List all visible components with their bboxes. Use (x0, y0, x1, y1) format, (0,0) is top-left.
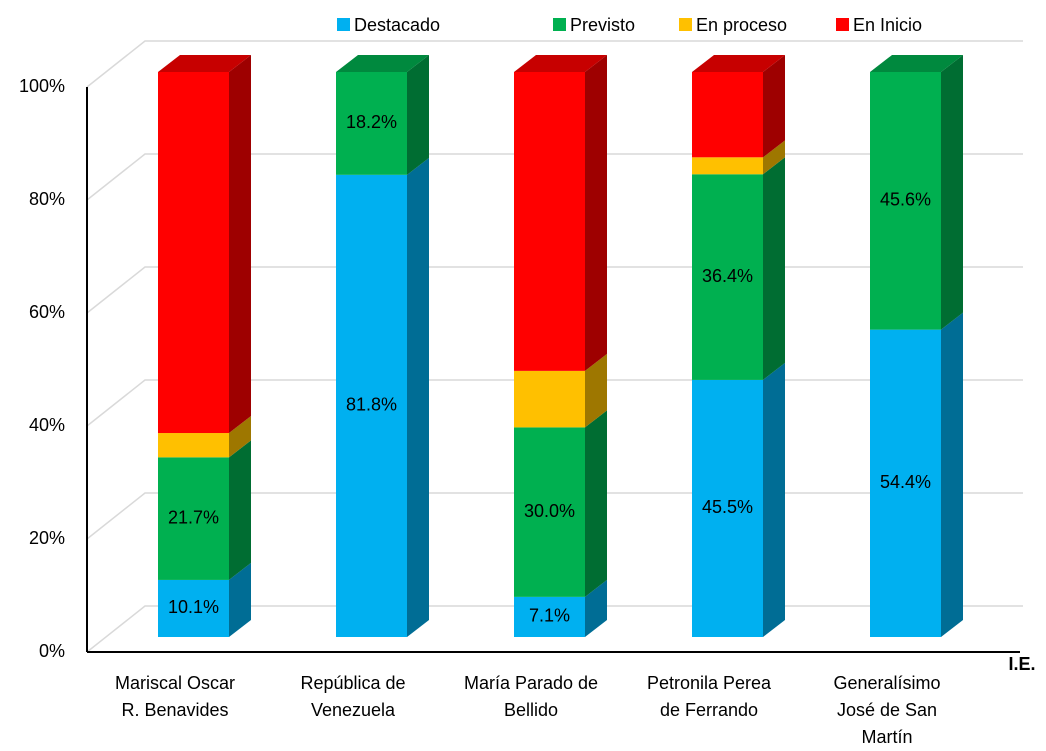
legend-swatch (553, 18, 566, 31)
bar-side (585, 410, 607, 597)
bar-front (158, 579, 229, 637)
bar-top (514, 55, 607, 72)
bar-segment (514, 353, 607, 428)
bar-front (514, 72, 585, 371)
bar-top (158, 55, 251, 72)
bar-side (763, 55, 785, 158)
data-label: 21.7% (168, 507, 219, 527)
bar-front (514, 370, 585, 428)
bar-side (585, 55, 607, 371)
legend-label: En Inicio (853, 15, 922, 35)
x-tick-label: Mariscal Oscar R. Benavides (115, 673, 235, 720)
bar-segment (514, 579, 607, 637)
bar-side (407, 157, 429, 637)
bar-front (514, 427, 585, 597)
y-tick-label: 40% (29, 415, 65, 435)
grid-line (86, 40, 1023, 88)
bar-top (870, 55, 963, 72)
bar-segment (692, 55, 785, 158)
data-label: 7.1% (529, 606, 570, 626)
bar-front (158, 433, 229, 458)
y-tick-label: 20% (29, 528, 65, 548)
bar-side (229, 440, 251, 580)
bar-side (763, 140, 785, 175)
data-label: 45.5% (702, 497, 753, 517)
bar-top (336, 55, 429, 72)
data-label: 18.2% (346, 112, 397, 132)
bar-front (692, 72, 763, 158)
x-tick-label: República de Venezuela (300, 673, 405, 720)
bar-front (870, 329, 941, 637)
bar-front (336, 72, 407, 175)
bar-front (870, 72, 941, 330)
x-tick-label: Generalísimo José de San Martín (833, 673, 940, 747)
bar-side (941, 55, 963, 330)
data-label: 45.6% (880, 190, 931, 210)
bar-segment (692, 157, 785, 380)
bar-front (158, 72, 229, 434)
bar-segment (870, 55, 963, 330)
bar-side (941, 312, 963, 637)
bar-segment (336, 157, 429, 637)
legend-label: Destacado (354, 15, 440, 35)
data-label: 54.4% (880, 472, 931, 492)
bar-side (407, 55, 429, 175)
bar-segment (870, 312, 963, 637)
legend-swatch (337, 18, 350, 31)
bar-segment (514, 410, 607, 597)
bar-side (763, 157, 785, 380)
bar-top (692, 55, 785, 72)
y-tick-label: 100% (19, 76, 65, 96)
bar-front (514, 596, 585, 637)
x-tick-label: María Parado de Bellido (464, 673, 598, 720)
legend-label: En proceso (696, 15, 787, 35)
bar-side (763, 362, 785, 637)
bar-segment (158, 562, 251, 637)
bar-side (229, 562, 251, 637)
y-tick-label: 80% (29, 189, 65, 209)
y-tick-label: 60% (29, 302, 65, 322)
bar-segment (158, 416, 251, 458)
x-tick-label: Petronila Perea de Ferrando (647, 673, 772, 720)
bar-segment (158, 440, 251, 580)
bar-side (585, 579, 607, 637)
legend-swatch (679, 18, 692, 31)
bar-segment (336, 55, 429, 175)
data-label: 30.0% (524, 501, 575, 521)
bar-front (336, 174, 407, 637)
bar-side (229, 416, 251, 458)
y-tick-label: 0% (39, 641, 65, 661)
bar-front (692, 157, 763, 175)
data-label: 10.1% (168, 597, 219, 617)
bar-segment (158, 55, 251, 434)
bar-segment (692, 362, 785, 637)
bar-segment (514, 55, 607, 371)
bar-side (229, 55, 251, 434)
legend-swatch (836, 18, 849, 31)
bar-side (585, 353, 607, 428)
data-label: 81.8% (346, 395, 397, 415)
bar-front (692, 174, 763, 380)
bar-segment (692, 140, 785, 175)
bar-front (158, 457, 229, 580)
x-axis-label: I.E. (1008, 654, 1035, 674)
legend-label: Previsto (570, 15, 635, 35)
bar-front (692, 379, 763, 637)
data-label: 36.4% (702, 266, 753, 286)
